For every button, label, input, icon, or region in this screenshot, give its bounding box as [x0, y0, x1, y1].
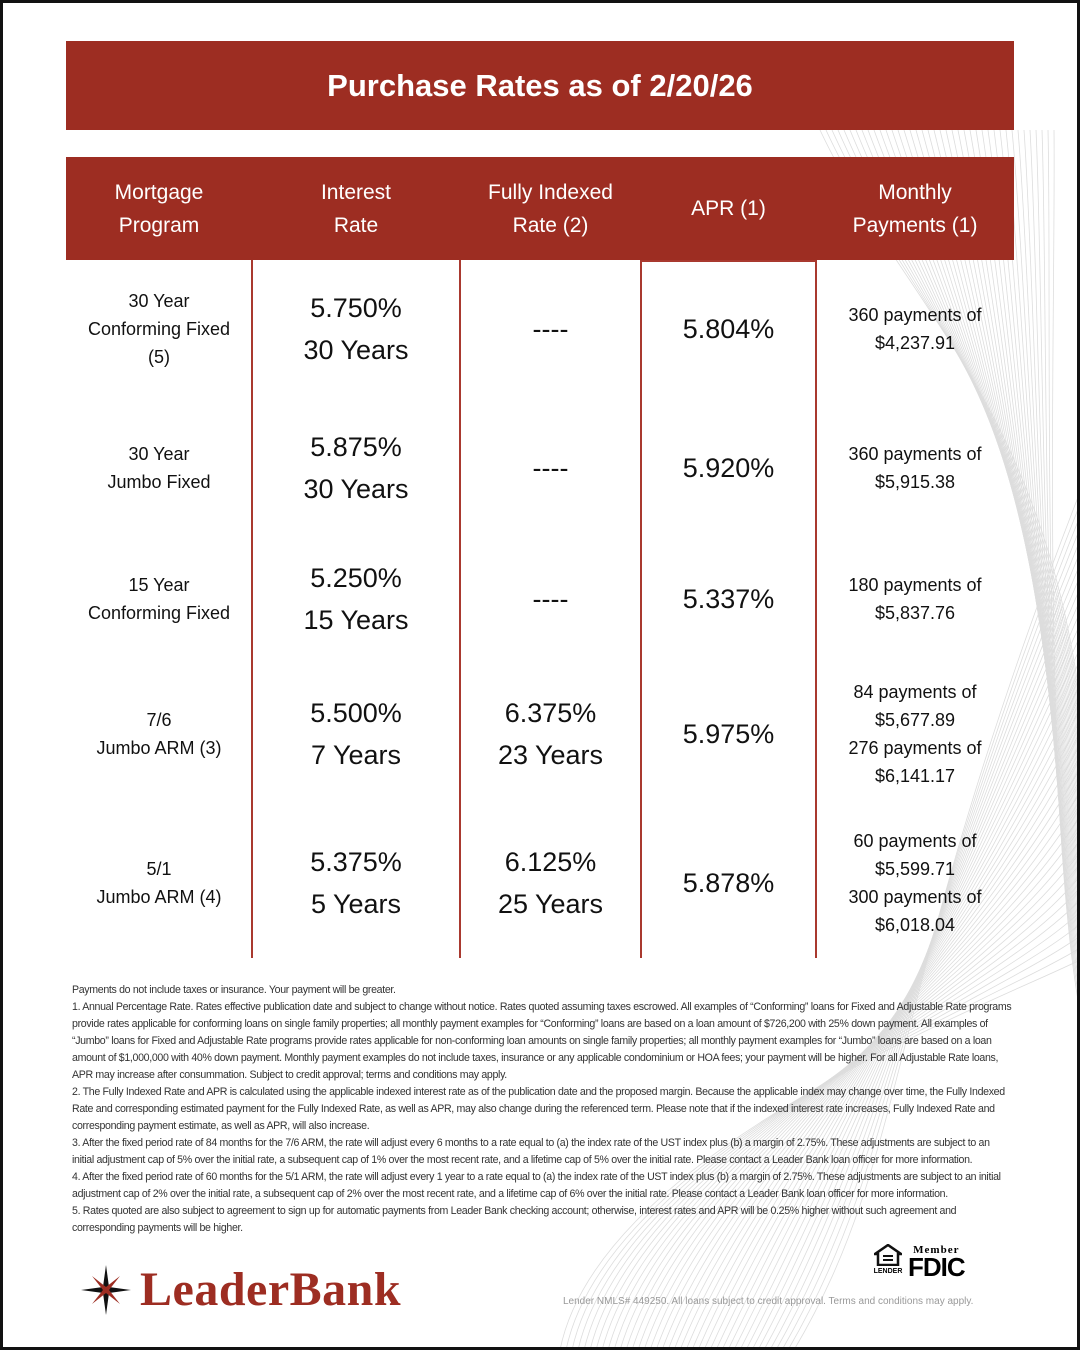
header-apr: APR (1) — [691, 197, 766, 220]
house-icon — [870, 1243, 906, 1267]
apr-top-border — [641, 260, 816, 262]
footnotes: Payments do not include taxes or insuran… — [72, 982, 1012, 1237]
title-text: Purchase Rates as of 2/20/26 — [327, 67, 753, 103]
cell-payments: 360 payments of $4,237.91 — [848, 305, 982, 353]
cell-rate: 5.750% 30 Years — [303, 293, 409, 365]
column-divider — [459, 260, 461, 958]
ehl-text: LENDER — [873, 1268, 903, 1275]
cell-apr: 5.975% — [682, 719, 775, 749]
fdic-logo: Member FDIC — [908, 1244, 966, 1282]
cell-indexed: 6.375% 23 Years — [497, 698, 604, 770]
header-interest-rate: Interest Rate — [320, 180, 392, 237]
header-monthly-payments: Monthly Payments (1) — [852, 180, 978, 237]
nmls-disclaimer: Lender NMLS# 449250. All loans subject t… — [563, 1296, 974, 1307]
leader-bank-logo: LeaderBank — [80, 1262, 401, 1317]
cell-apr: 5.878% — [682, 868, 775, 898]
cell-program: 5/1 Jumbo ARM (4) — [96, 859, 222, 907]
cell-apr: 5.920% — [682, 452, 775, 483]
page-title: Purchase Rates as of 2/20/26 — [66, 41, 1014, 130]
cell-apr: 5.804% — [682, 314, 775, 344]
logo-text: LeaderBank — [140, 1263, 402, 1316]
fdic-member: Member — [913, 1244, 960, 1256]
equal-housing-lender-logo: LENDER — [870, 1243, 906, 1275]
fdic-name: FDIC — [908, 1252, 966, 1282]
cell-indexed: ---- — [532, 314, 569, 344]
footnote: 1. Annual Percentage Rate. Rates effecti… — [72, 1001, 1012, 1081]
cell-indexed: ---- — [532, 583, 569, 614]
cell-rate: 5.375% 5 Years — [310, 847, 402, 919]
cell-payments: 84 payments of $5,677.89 276 payments of… — [848, 682, 982, 786]
cell-program: 30 Year Conforming Fixed (5) — [87, 291, 231, 367]
cell-payments: 60 payments of $5,599.71 300 payments of… — [848, 831, 982, 935]
cell-indexed: 6.125% 25 Years — [497, 847, 604, 919]
header-fully-indexed-rate: Fully Indexed Rate (2) — [488, 180, 613, 237]
footnote: Payments do not include taxes or insuran… — [72, 984, 396, 996]
cell-payments: 180 payments of $5,837.76 — [848, 574, 982, 623]
column-divider — [640, 260, 642, 958]
cell-program: 15 Year Conforming Fixed — [87, 574, 231, 623]
footnote: 4. After the fixed period rate of 60 mon… — [72, 1171, 1001, 1200]
cell-rate: 5.500% 7 Years — [310, 698, 402, 770]
column-divider — [251, 260, 253, 958]
column-divider — [815, 260, 817, 958]
cell-apr: 5.337% — [682, 583, 775, 614]
cell-rate: 5.875% 30 Years — [303, 431, 409, 504]
header-mortgage-program: Mortgage Program — [114, 180, 204, 237]
cell-program: 7/6 Jumbo ARM (3) — [96, 710, 222, 758]
compass-star-icon — [81, 1264, 131, 1315]
cell-rate: 5.250% 15 Years — [303, 562, 409, 635]
footnote: 5. Rates quoted are also subject to agre… — [72, 1205, 957, 1234]
cell-indexed: ---- — [532, 452, 569, 483]
footnote: 3. After the fixed period rate of 84 mon… — [72, 1137, 990, 1166]
footnote: 2. The Fully Indexed Rate and APR is cal… — [72, 1086, 1005, 1132]
cell-payments: 360 payments of $5,915.38 — [848, 443, 982, 492]
table-header: Mortgage Program Interest Rate Fully Index… — [66, 157, 1014, 260]
cell-program: 30 Year Jumbo Fixed — [107, 443, 211, 492]
